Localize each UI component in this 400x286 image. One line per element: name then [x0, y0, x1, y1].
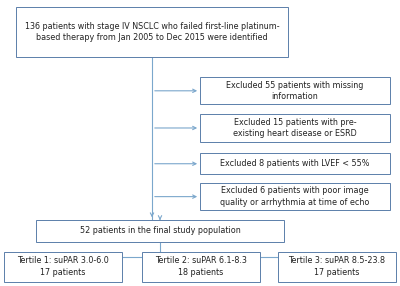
- Text: Excluded 8 patients with LVEF < 55%: Excluded 8 patients with LVEF < 55%: [220, 159, 370, 168]
- FancyBboxPatch shape: [200, 183, 390, 210]
- FancyBboxPatch shape: [16, 7, 288, 57]
- FancyBboxPatch shape: [278, 252, 396, 282]
- Text: 52 patients in the final study population: 52 patients in the final study populatio…: [80, 227, 240, 235]
- FancyBboxPatch shape: [4, 252, 122, 282]
- FancyBboxPatch shape: [200, 77, 390, 104]
- Text: Tertile 3: suPAR 8.5-23.8
17 patients: Tertile 3: suPAR 8.5-23.8 17 patients: [288, 257, 386, 277]
- Text: Excluded 15 patients with pre-
existing heart disease or ESRD: Excluded 15 patients with pre- existing …: [233, 118, 357, 138]
- FancyBboxPatch shape: [200, 114, 390, 142]
- FancyBboxPatch shape: [142, 252, 260, 282]
- Text: Tertile 2: suPAR 6.1-8.3
18 patients: Tertile 2: suPAR 6.1-8.3 18 patients: [155, 257, 247, 277]
- Text: Excluded 55 patients with missing
information: Excluded 55 patients with missing inform…: [226, 81, 364, 101]
- Text: Tertile 1: suPAR 3.0-6.0
17 patients: Tertile 1: suPAR 3.0-6.0 17 patients: [17, 257, 109, 277]
- Text: 136 patients with stage IV NSCLC who failed first-line platinum-
based therapy f: 136 patients with stage IV NSCLC who fai…: [25, 22, 279, 42]
- FancyBboxPatch shape: [200, 153, 390, 174]
- FancyBboxPatch shape: [36, 220, 284, 242]
- Text: Excluded 6 patients with poor image
quality or arrhythmia at time of echo: Excluded 6 patients with poor image qual…: [220, 186, 370, 207]
